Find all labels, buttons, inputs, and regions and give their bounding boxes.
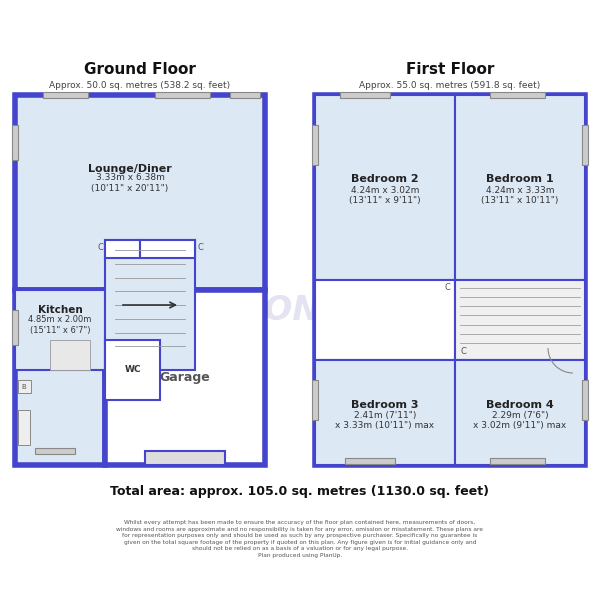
Text: Bedroom 4: Bedroom 4 <box>486 400 554 409</box>
Text: 2.41m (7'11")
x 3.33m (10'11") max: 2.41m (7'11") x 3.33m (10'11") max <box>335 411 434 430</box>
Text: B SIMMONS & SON: B SIMMONS & SON <box>124 293 476 326</box>
Text: 4.24m x 3.02m
(13'11" x 9'11"): 4.24m x 3.02m (13'11" x 9'11") <box>349 186 421 205</box>
Bar <box>15 95 265 290</box>
Text: Bedroom 2: Bedroom 2 <box>351 175 419 185</box>
Bar <box>105 290 265 465</box>
Text: C: C <box>444 283 450 292</box>
Bar <box>312 125 318 165</box>
Bar <box>50 340 90 370</box>
Bar <box>455 95 585 280</box>
Bar <box>312 380 318 420</box>
Text: B: B <box>22 384 26 390</box>
Bar <box>582 380 588 420</box>
Text: Whilst every attempt has been made to ensure the accuracy of the floor plan cont: Whilst every attempt has been made to en… <box>116 520 484 558</box>
Bar <box>230 92 260 98</box>
Text: Approx. 55.0 sq. metres (591.8 sq. feet): Approx. 55.0 sq. metres (591.8 sq. feet) <box>359 80 541 89</box>
Text: C: C <box>97 244 103 253</box>
Text: 3.33m x 6.38m
(10'11" x 20'11"): 3.33m x 6.38m (10'11" x 20'11") <box>91 173 169 193</box>
Bar <box>140 240 195 258</box>
Bar <box>490 458 545 464</box>
Text: Total area: approx. 105.0 sq. metres (1130.0 sq. feet): Total area: approx. 105.0 sq. metres (11… <box>110 485 490 499</box>
Bar <box>105 240 195 370</box>
Bar <box>15 290 105 465</box>
Bar <box>12 125 18 160</box>
Bar <box>18 380 31 393</box>
Bar <box>490 92 545 98</box>
Text: C: C <box>460 347 466 356</box>
Text: Bedroom 3: Bedroom 3 <box>351 400 419 409</box>
Bar <box>345 458 395 464</box>
Bar <box>18 410 30 445</box>
Text: Approx. 50.0 sq. metres (538.2 sq. feet): Approx. 50.0 sq. metres (538.2 sq. feet) <box>49 80 230 89</box>
Bar <box>43 92 88 98</box>
Bar <box>315 360 455 465</box>
Bar <box>35 448 75 454</box>
Text: First Floor: First Floor <box>406 62 494 77</box>
Text: Lounge/Diner: Lounge/Diner <box>88 164 172 174</box>
Bar <box>105 240 140 258</box>
Text: 4.24m x 3.33m
(13'11" x 10'11"): 4.24m x 3.33m (13'11" x 10'11") <box>481 186 559 205</box>
Bar <box>582 125 588 165</box>
Text: Garage: Garage <box>160 371 211 384</box>
Text: C: C <box>197 244 203 253</box>
Bar <box>340 92 390 98</box>
Text: Bedroom 1: Bedroom 1 <box>486 175 554 185</box>
Bar <box>455 280 585 360</box>
Text: Ground Floor: Ground Floor <box>84 62 196 77</box>
Text: Kitchen: Kitchen <box>38 305 82 315</box>
Text: WC: WC <box>124 365 141 374</box>
Text: 2.29m (7'6")
x 3.02m (9'11") max: 2.29m (7'6") x 3.02m (9'11") max <box>473 411 566 430</box>
Bar <box>315 95 455 280</box>
Bar <box>315 280 455 360</box>
Bar <box>145 451 225 465</box>
Text: 4.85m x 2.00m
(15'11" x 6'7"): 4.85m x 2.00m (15'11" x 6'7") <box>28 316 92 335</box>
Bar <box>105 340 160 400</box>
Bar <box>155 92 210 98</box>
Bar <box>315 95 585 465</box>
Bar <box>12 310 18 345</box>
Bar <box>15 290 105 370</box>
Bar <box>455 360 585 465</box>
